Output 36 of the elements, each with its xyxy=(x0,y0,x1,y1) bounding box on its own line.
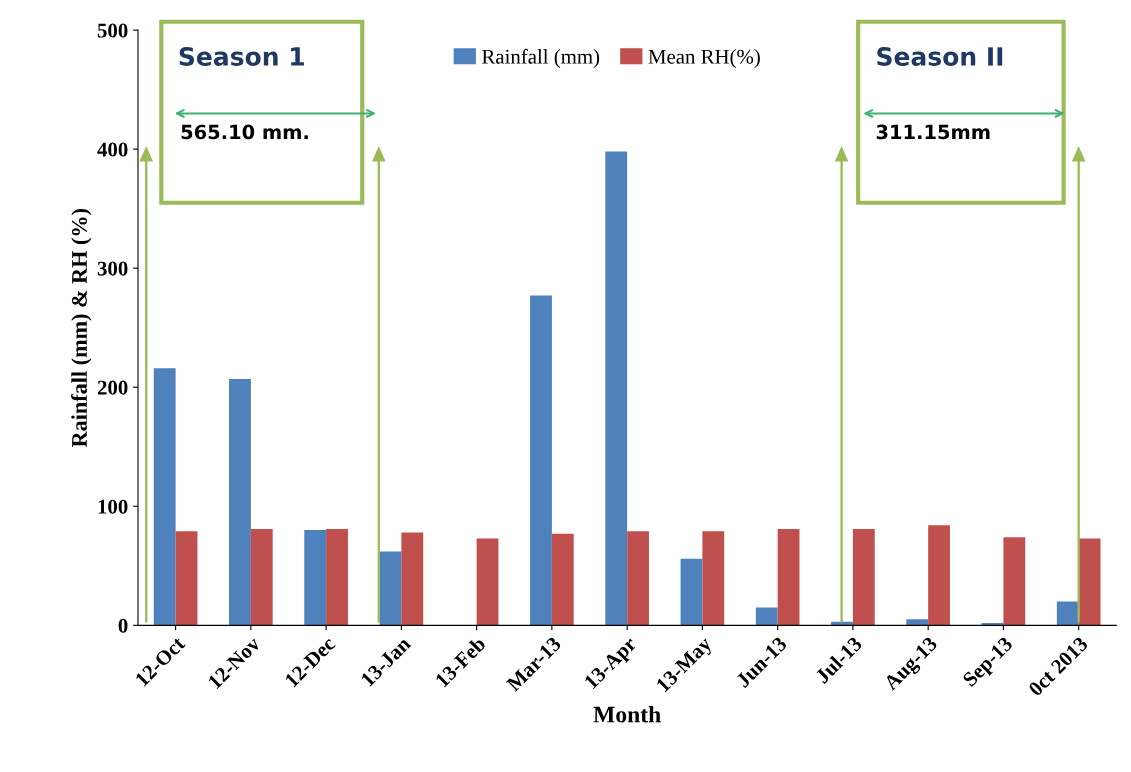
bar xyxy=(175,531,198,626)
y-tick-label: 400 xyxy=(97,142,128,157)
annotation: 565.10 mm. xyxy=(181,124,308,140)
bar xyxy=(928,525,950,626)
x-axis-title: Month xyxy=(593,705,661,723)
annotation: Season II xyxy=(877,47,1003,66)
bar xyxy=(605,151,628,626)
y-tick-label: 500 xyxy=(97,23,128,38)
bar xyxy=(755,607,778,626)
y-tick-label: 300 xyxy=(97,261,128,276)
legend-label: Rainfall (mm) xyxy=(482,48,600,68)
bar xyxy=(906,619,929,626)
bar xyxy=(777,528,800,626)
bar xyxy=(379,551,402,626)
bar xyxy=(530,295,552,626)
y-tick-label: 0 xyxy=(118,618,128,633)
bar xyxy=(326,528,348,626)
bar xyxy=(680,558,703,626)
y-axis-title: Rainfall (mm) & RH (%) xyxy=(71,208,92,448)
bar xyxy=(702,531,725,626)
bar xyxy=(250,528,273,626)
y-tick-label: 200 xyxy=(97,380,128,395)
y-tick-label: 100 xyxy=(98,499,128,514)
bar xyxy=(1003,537,1026,626)
annotation: Season 1 xyxy=(179,47,304,66)
bar xyxy=(229,378,251,626)
bar xyxy=(551,533,574,626)
bar xyxy=(476,538,499,626)
bar xyxy=(304,530,327,626)
bar xyxy=(627,531,649,626)
bar xyxy=(1078,538,1101,626)
annotation: 311.15mm xyxy=(876,124,990,140)
bar xyxy=(852,528,875,626)
bar xyxy=(401,532,424,626)
bar xyxy=(1056,601,1079,626)
legend-label: Mean RH(%) xyxy=(648,49,760,68)
